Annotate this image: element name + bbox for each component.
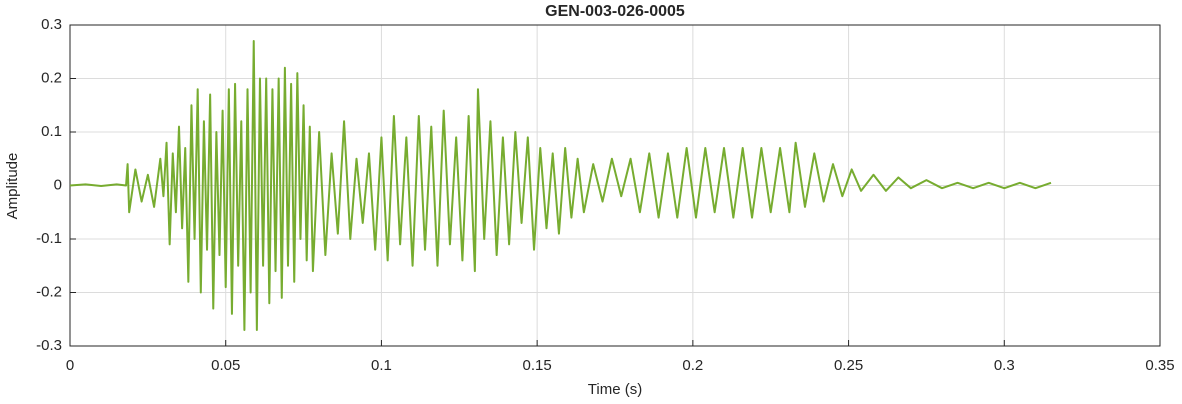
y-tick-label: -0.1 <box>36 230 62 247</box>
x-tick-label: 0.2 <box>682 357 703 374</box>
chart-title: GEN-003-026-0005 <box>545 3 685 20</box>
y-tick-label: 0.3 <box>41 16 62 33</box>
x-tick-label: 0.25 <box>834 357 863 374</box>
x-tick-label: 0.35 <box>1145 357 1174 374</box>
y-tick-label: -0.2 <box>36 283 62 300</box>
x-tick-label: 0.3 <box>994 357 1015 374</box>
waveform-line <box>69 40 1052 331</box>
x-tick-label: 0 <box>66 357 74 374</box>
x-tick-label: 0.15 <box>523 357 552 374</box>
y-tick-label: 0.2 <box>41 69 62 86</box>
y-axis-label: Amplitude <box>4 153 21 220</box>
y-tick-label: -0.3 <box>36 337 62 354</box>
x-tick-label: 0.1 <box>371 357 392 374</box>
y-tick-label: 0 <box>54 176 62 193</box>
x-axis-label: Time (s) <box>588 381 642 398</box>
x-tick-label: 0.05 <box>211 357 240 374</box>
y-tick-label: 0.1 <box>41 123 62 140</box>
